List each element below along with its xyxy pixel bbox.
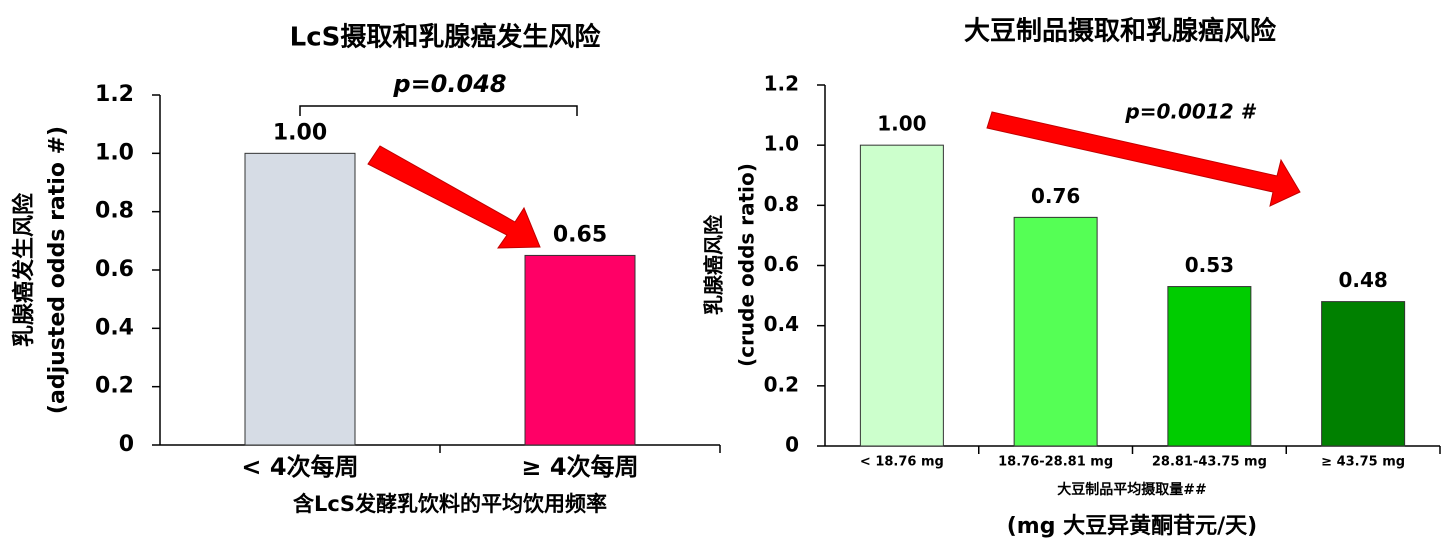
bar [524, 254, 636, 446]
y-tick-label: 0 [119, 432, 134, 457]
x-tick-label: ≥ 4次每周 [521, 453, 638, 481]
y-tick-label: 1.2 [95, 82, 134, 107]
value-label: 0.53 [1185, 253, 1234, 277]
x-tick-label: ≥ 43.75 mg [1321, 455, 1405, 470]
x-axis-label: (mg 大豆异黄酮苷元/天) [1007, 514, 1257, 539]
y-axis-label: 乳腺癌发生风险 [11, 192, 37, 347]
y-tick-label: 0.6 [95, 257, 134, 282]
y-tick-label: 0.4 [95, 315, 134, 340]
y-axis-label: (adjusted odds ratio #) [45, 126, 70, 414]
significance-bracket [299, 105, 578, 116]
y-axis-label: (crude odds ratio) [735, 163, 759, 367]
x-axis-label: 含LcS发酵乳饮料的平均饮用频率 [293, 492, 607, 516]
trend-arrow [367, 145, 541, 249]
y-tick-label: 1.0 [764, 132, 799, 156]
value-label: 1.00 [273, 120, 327, 145]
bar [1167, 286, 1252, 447]
y-tick-label: 1.0 [95, 140, 134, 165]
value-label: 0.65 [553, 222, 607, 247]
value-label: 1.00 [877, 112, 926, 136]
bar [1321, 301, 1406, 447]
y-tick-label: 0.4 [764, 312, 799, 336]
y-tick-label: 0.2 [95, 374, 134, 399]
x-tick-label: < 18.76 mg [860, 455, 944, 470]
chart-title: 大豆制品摄取和乳腺癌风险 [964, 16, 1277, 47]
value-label: 0.76 [1031, 184, 1080, 208]
y-tick-label: 0 [785, 433, 799, 457]
y-axis-label: 乳腺癌风险 [702, 214, 726, 315]
y-tick-label: 0.2 [764, 372, 799, 396]
bar [244, 152, 356, 446]
y-tick-label: 1.2 [764, 72, 799, 96]
trend-arrow [986, 111, 1301, 207]
bar [859, 144, 944, 447]
bar [1013, 216, 1098, 447]
y-tick-label: 0.8 [95, 199, 134, 224]
x-tick-label: < 4次每周 [241, 453, 358, 481]
value-label: 0.48 [1338, 268, 1387, 292]
x-tick-label: 18.76-28.81 mg [998, 455, 1113, 470]
annotation: p=0.048 [392, 70, 506, 98]
x-tick-label: 28.81-43.75 mg [1152, 455, 1267, 470]
annotation: p=0.0012 # [1124, 100, 1256, 124]
chart-title: LcS摄取和乳腺癌发生风险 [290, 22, 602, 53]
y-tick-label: 0.8 [764, 192, 799, 216]
y-tick-label: 0.6 [764, 252, 799, 276]
x-axis-label: 大豆制品平均摄取量## [1057, 481, 1206, 498]
